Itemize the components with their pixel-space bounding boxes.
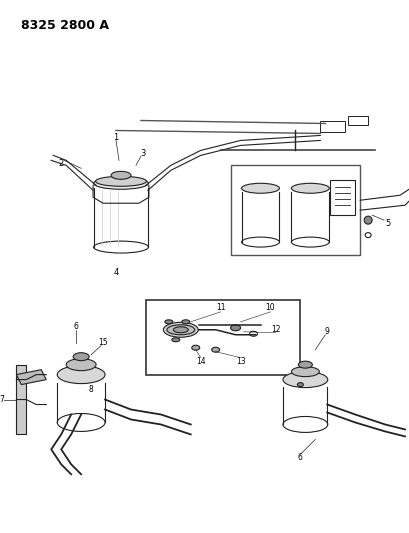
Text: 2: 2	[58, 159, 64, 168]
Ellipse shape	[163, 322, 198, 337]
Ellipse shape	[363, 216, 371, 224]
Text: 14: 14	[196, 357, 205, 366]
Ellipse shape	[282, 372, 327, 387]
Polygon shape	[16, 370, 46, 385]
Ellipse shape	[230, 325, 240, 331]
Text: 13: 13	[235, 357, 245, 366]
Text: 5: 5	[384, 219, 390, 228]
Ellipse shape	[298, 361, 312, 368]
Ellipse shape	[241, 237, 279, 247]
Ellipse shape	[66, 359, 96, 370]
Text: 8: 8	[88, 385, 93, 394]
Text: 11: 11	[216, 303, 225, 312]
Bar	[330, 180, 354, 215]
Bar	[230, 165, 359, 255]
Text: 3: 3	[140, 149, 145, 158]
Bar	[319, 120, 344, 133]
Ellipse shape	[173, 327, 188, 333]
Text: 7: 7	[0, 395, 4, 404]
Text: 15: 15	[98, 338, 108, 347]
Ellipse shape	[171, 338, 180, 342]
Ellipse shape	[241, 183, 279, 193]
Ellipse shape	[211, 347, 219, 352]
Ellipse shape	[191, 345, 199, 350]
Ellipse shape	[291, 183, 328, 193]
Text: 10: 10	[265, 303, 274, 312]
Text: 1: 1	[113, 133, 118, 142]
Text: 12: 12	[270, 325, 279, 334]
Text: 8325 2800 A: 8325 2800 A	[21, 19, 109, 32]
Text: 9: 9	[324, 327, 329, 336]
Ellipse shape	[291, 367, 319, 377]
Ellipse shape	[93, 177, 148, 189]
Ellipse shape	[181, 320, 189, 324]
Ellipse shape	[166, 325, 194, 335]
Ellipse shape	[282, 416, 327, 432]
Text: 6: 6	[74, 322, 79, 332]
Ellipse shape	[164, 320, 173, 324]
Ellipse shape	[93, 241, 148, 253]
Ellipse shape	[73, 353, 89, 361]
Text: 4: 4	[113, 269, 118, 278]
Ellipse shape	[111, 171, 130, 179]
Bar	[347, 116, 367, 125]
Text: 6: 6	[297, 453, 302, 462]
Polygon shape	[16, 365, 26, 434]
Ellipse shape	[57, 414, 105, 431]
Ellipse shape	[95, 176, 146, 186]
Ellipse shape	[297, 383, 303, 386]
Ellipse shape	[291, 237, 328, 247]
Bar	[146, 300, 300, 375]
Ellipse shape	[57, 366, 105, 384]
